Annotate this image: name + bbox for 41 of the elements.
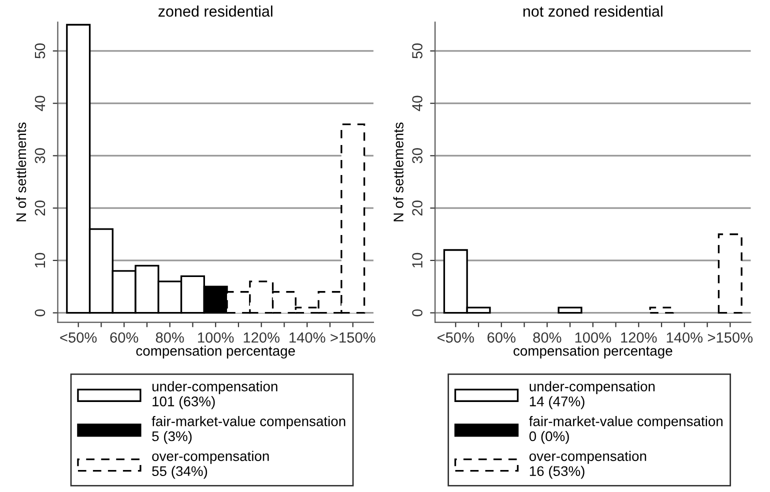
y-axis-title: N of settlements (16, 122, 26, 222)
x-tick-label: <50% (438, 332, 474, 343)
legend-label: fair-market-value compensation 0 (0%) (529, 416, 722, 444)
y-tick-label: 30 (34, 148, 46, 164)
x-tick-label: 80% (533, 332, 562, 343)
x-tick-label: 60% (110, 332, 138, 343)
legend-label: under-compensation 14 (47%) (530, 381, 655, 410)
y-tick-label: 50 (412, 43, 422, 58)
y-tick-label: 10 (34, 252, 46, 268)
y-tick-label: 50 (34, 43, 46, 58)
y-tick-label: 20 (412, 200, 422, 216)
chart-title: not zoned residential (523, 6, 662, 17)
x-tick-label: 120% (244, 332, 280, 343)
x-axis-title: compensation percentage (514, 346, 672, 359)
y-tick-label: 0 (412, 309, 422, 316)
y-tick-label: 10 (412, 252, 422, 268)
x-tick-label: 100% (575, 332, 612, 343)
y-tick-label: 40 (412, 96, 422, 112)
y-axis-title: N of settlements (393, 122, 404, 222)
legend-label: under-compensation 101 (63%) (152, 381, 278, 410)
x-tick-label: <50% (60, 332, 97, 343)
legend-label: over-compensation 55 (34%) (152, 450, 269, 479)
x-axis-title: compensation percentage (136, 346, 295, 359)
y-tick-label: 40 (34, 96, 46, 112)
x-tick-label: >150% (708, 332, 753, 343)
legend-label: fair-market-value compensation 5 (3%) (152, 416, 346, 444)
y-tick-label: 30 (412, 148, 422, 164)
bar (649, 306, 674, 314)
x-tick-label: 140% (290, 332, 326, 343)
bar (558, 306, 582, 314)
chart-title: zoned residential (158, 6, 272, 17)
x-tick-label: 80% (156, 332, 184, 343)
y-tick-label: 20 (34, 200, 46, 216)
x-tick-label: >150% (330, 332, 376, 343)
legend-label: over-compensation 16 (53%) (529, 450, 646, 479)
x-tick-label: 120% (621, 332, 657, 343)
x-tick-label: 60% (488, 332, 516, 343)
x-tick-label: 100% (198, 332, 234, 343)
bar (718, 233, 742, 314)
x-tick-label: 140% (666, 332, 703, 343)
y-tick-label: 0 (34, 309, 46, 316)
